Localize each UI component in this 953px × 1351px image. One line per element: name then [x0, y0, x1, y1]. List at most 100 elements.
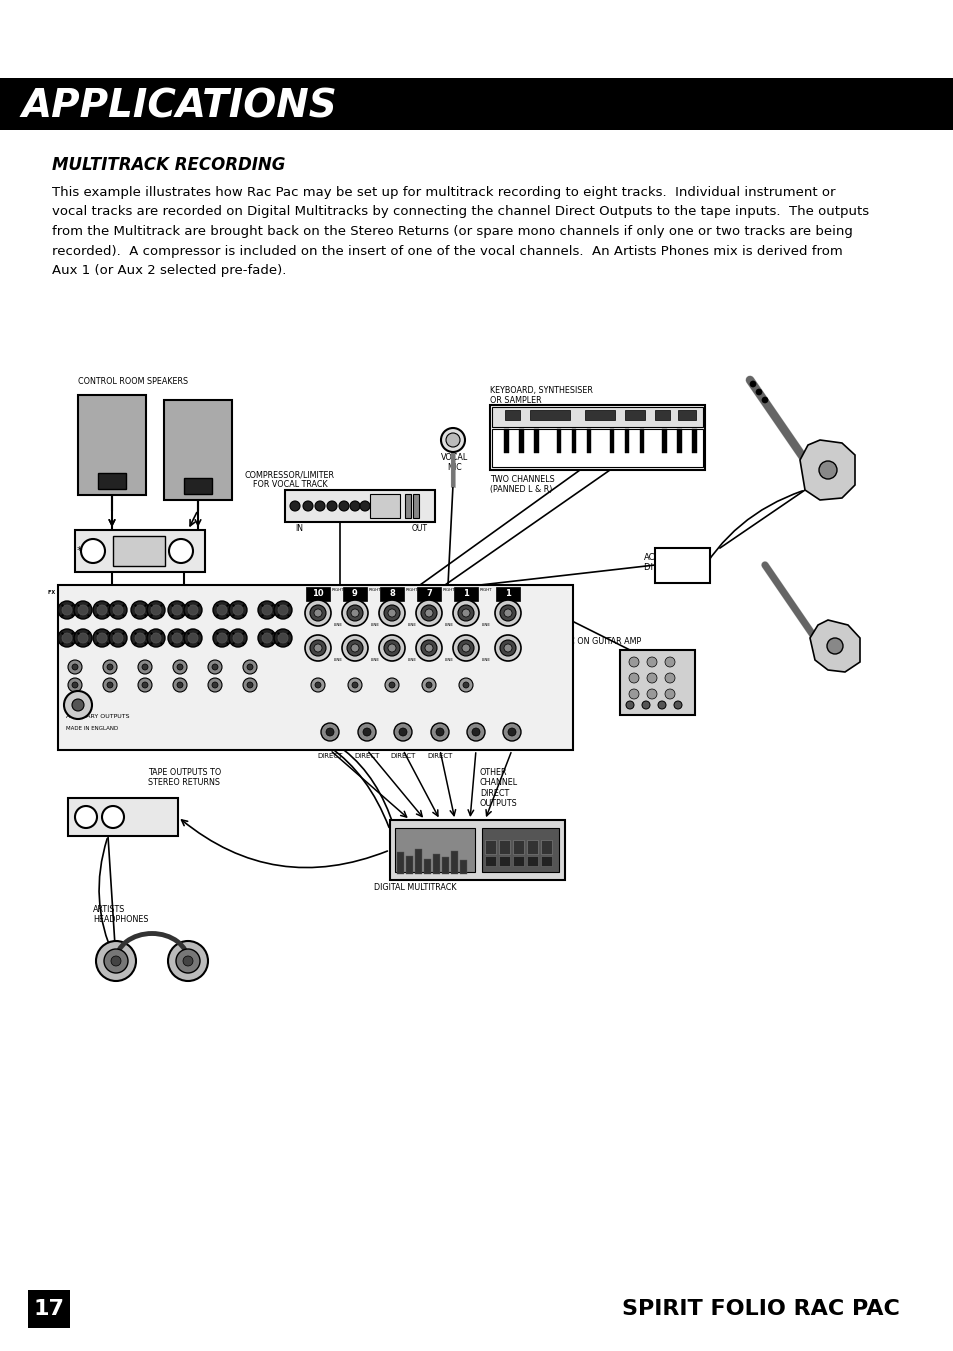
Circle shape: [761, 397, 767, 403]
Bar: [112, 536, 165, 566]
Circle shape: [277, 634, 288, 643]
Text: LINE: LINE: [481, 623, 491, 627]
Polygon shape: [800, 440, 854, 500]
Circle shape: [347, 605, 363, 621]
Circle shape: [175, 948, 200, 973]
Circle shape: [172, 678, 187, 692]
Text: 8: 8: [389, 589, 395, 598]
Circle shape: [102, 807, 124, 828]
Bar: [481, 828, 558, 871]
Bar: [75, 530, 205, 571]
Circle shape: [385, 678, 398, 692]
Bar: [518, 430, 523, 453]
Circle shape: [213, 630, 231, 647]
Circle shape: [151, 634, 161, 643]
Circle shape: [420, 640, 436, 657]
Text: vocal tracks are recorded on Digital Multitracks by connecting the channel Direc: vocal tracks are recorded on Digital Mul…: [52, 205, 868, 219]
Circle shape: [420, 605, 436, 621]
Circle shape: [378, 635, 405, 661]
Circle shape: [184, 630, 202, 647]
Circle shape: [183, 957, 193, 966]
Circle shape: [233, 605, 243, 615]
Circle shape: [314, 609, 322, 617]
Text: RIGHT: RIGHT: [479, 588, 493, 592]
Circle shape: [188, 605, 198, 615]
Circle shape: [257, 601, 275, 619]
Bar: [285, 490, 435, 521]
Text: AUXILIARY OUTPUTS: AUXILIARY OUTPUTS: [66, 713, 130, 719]
Circle shape: [305, 600, 331, 626]
Text: 1: 1: [504, 589, 511, 598]
Circle shape: [495, 635, 520, 661]
Bar: [490, 405, 704, 470]
Polygon shape: [809, 620, 859, 671]
Bar: [692, 430, 697, 453]
Text: RIGHT: RIGHT: [442, 588, 456, 592]
Bar: [624, 430, 628, 453]
Bar: [415, 848, 421, 874]
Circle shape: [112, 605, 123, 615]
Circle shape: [628, 657, 639, 667]
Bar: [584, 409, 615, 420]
Circle shape: [628, 689, 639, 698]
Bar: [58, 585, 573, 750]
Bar: [396, 852, 403, 874]
Circle shape: [359, 501, 370, 511]
Circle shape: [111, 957, 121, 966]
Bar: [184, 478, 212, 494]
Circle shape: [208, 678, 222, 692]
Circle shape: [92, 630, 111, 647]
Text: LINE: LINE: [408, 623, 416, 627]
Circle shape: [177, 663, 183, 670]
Circle shape: [495, 600, 520, 626]
Circle shape: [107, 682, 112, 688]
Bar: [441, 857, 449, 874]
Bar: [498, 840, 510, 854]
Circle shape: [426, 682, 432, 688]
Circle shape: [338, 501, 349, 511]
Circle shape: [243, 661, 256, 674]
Circle shape: [503, 609, 512, 617]
Circle shape: [384, 640, 399, 657]
Circle shape: [62, 634, 71, 643]
Circle shape: [351, 644, 358, 653]
Text: RIGHT: RIGHT: [332, 588, 344, 592]
Circle shape: [96, 942, 136, 981]
Text: LINE: LINE: [334, 623, 343, 627]
Bar: [540, 857, 552, 866]
Circle shape: [274, 601, 292, 619]
Bar: [343, 586, 367, 601]
Text: from the Multitrack are brought back on the Stereo Returns (or spare mono channe: from the Multitrack are brought back on …: [52, 226, 852, 238]
Circle shape: [168, 630, 186, 647]
Circle shape: [641, 701, 649, 709]
Circle shape: [168, 601, 186, 619]
Bar: [526, 840, 537, 854]
Text: MIC ON GUITAR AMP: MIC ON GUITAR AMP: [559, 638, 640, 646]
Circle shape: [303, 501, 313, 511]
Circle shape: [107, 663, 112, 670]
Circle shape: [673, 701, 681, 709]
Bar: [492, 430, 702, 467]
Circle shape: [378, 600, 405, 626]
Text: LINE: LINE: [334, 658, 343, 662]
Bar: [405, 494, 411, 517]
Circle shape: [92, 601, 111, 619]
Text: LINE: LINE: [371, 658, 379, 662]
Circle shape: [142, 682, 148, 688]
Circle shape: [503, 644, 512, 653]
Circle shape: [628, 673, 639, 684]
Bar: [68, 798, 178, 836]
Bar: [540, 840, 552, 854]
Circle shape: [446, 434, 459, 447]
Circle shape: [314, 644, 322, 653]
Circle shape: [138, 678, 152, 692]
Bar: [624, 409, 644, 420]
Bar: [503, 430, 508, 453]
Circle shape: [142, 663, 148, 670]
Circle shape: [431, 723, 449, 740]
Circle shape: [188, 634, 198, 643]
Circle shape: [467, 723, 484, 740]
Bar: [661, 430, 666, 453]
Circle shape: [109, 601, 127, 619]
Circle shape: [646, 657, 657, 667]
